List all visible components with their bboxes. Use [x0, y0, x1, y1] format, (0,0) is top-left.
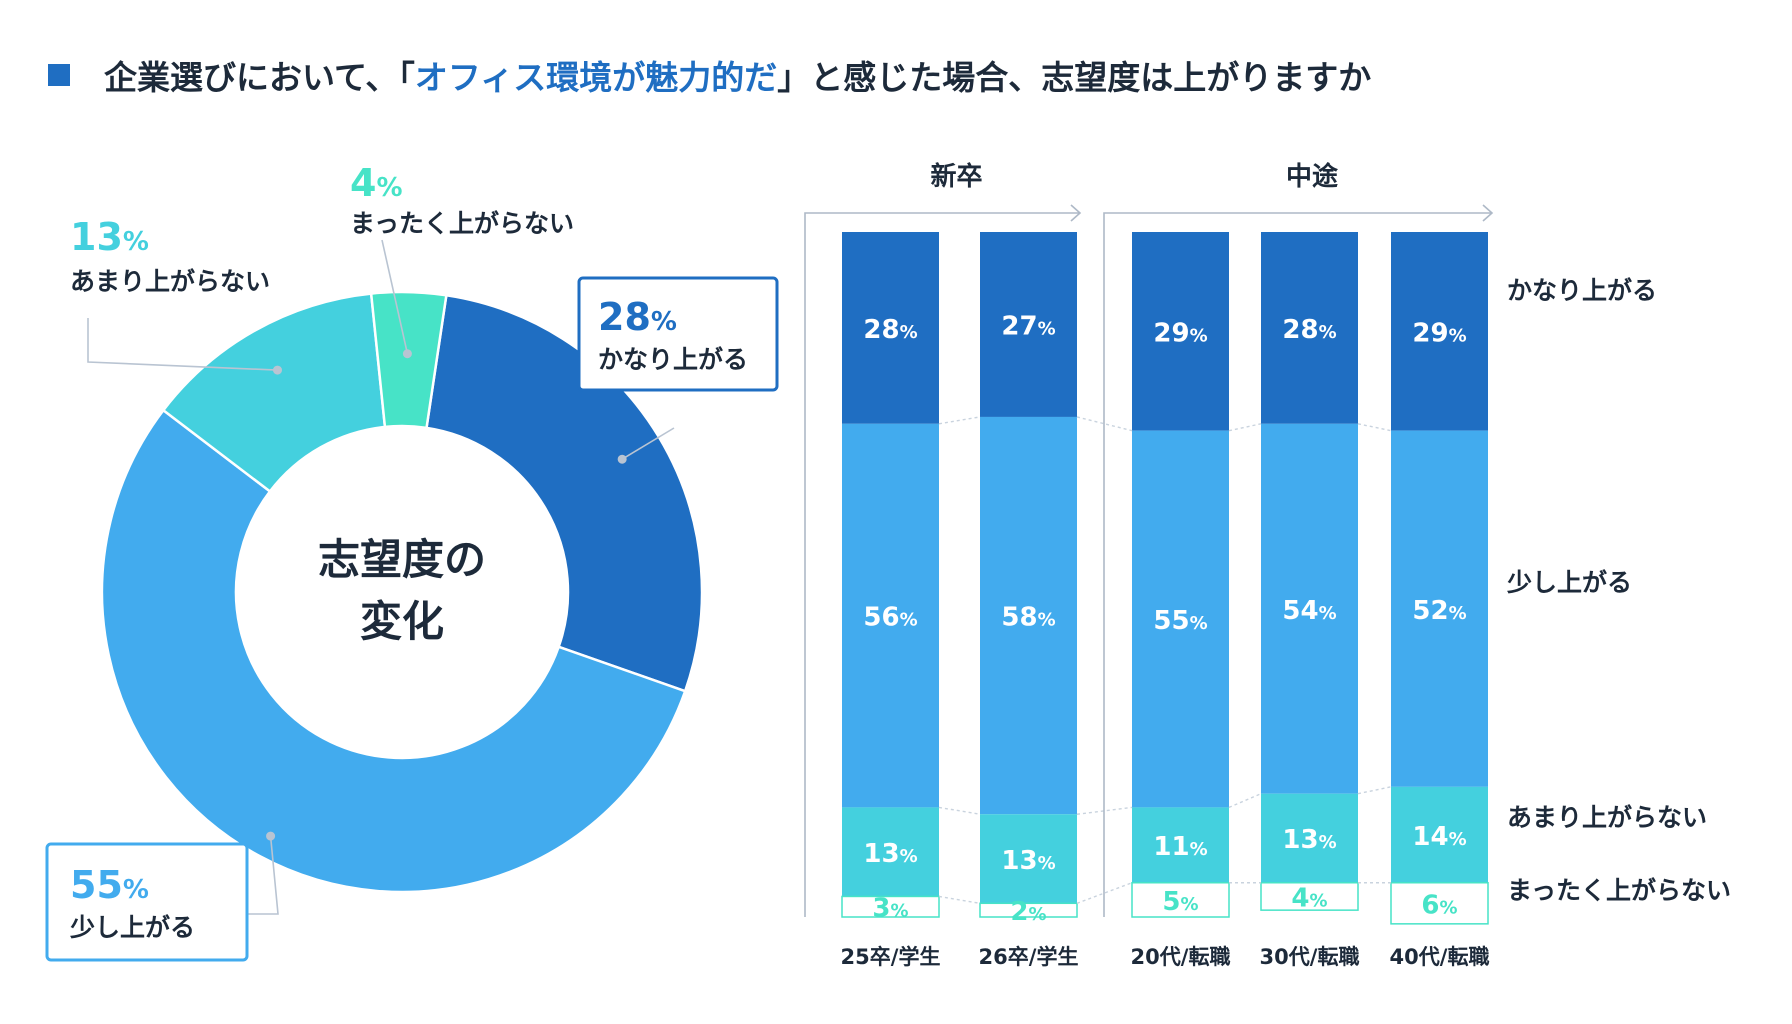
bar-segment-1-4 — [841, 895, 940, 918]
x-tick-label-2: 26卒/学生 — [979, 945, 1079, 969]
callout-value-3: 13% — [70, 215, 149, 259]
bar-segment-2-1 — [980, 232, 1077, 417]
bar-segment-2-2 — [980, 416, 1077, 815]
bar-segment-3-3 — [1132, 807, 1229, 883]
callout-box-2 — [45, 842, 249, 962]
series-label-3: あまり上がらない — [1507, 803, 1707, 832]
connector-line — [1357, 423, 1392, 432]
connector-line — [1228, 793, 1262, 809]
leader-dot-3 — [272, 365, 282, 375]
bar-value-2-3: 13% — [1001, 846, 1055, 876]
bar-value-1-3: 13% — [863, 839, 917, 869]
callout-value-1: 28% — [598, 295, 677, 339]
donut-center-label-line1: 志望度の — [318, 535, 486, 584]
bar-value-5-1: 29% — [1412, 318, 1466, 348]
callout-label-3: あまり上がらない — [70, 267, 270, 296]
leader-line-3 — [87, 318, 278, 371]
title-prefix: 企業選びにおいて、「 — [104, 58, 415, 97]
series-label-1: かなり上がる — [1507, 276, 1657, 305]
connector-line — [938, 806, 981, 815]
leader-line-4 — [381, 239, 409, 354]
callout-box-1 — [577, 276, 779, 392]
leader-dot-4 — [402, 349, 412, 359]
connector-line — [938, 416, 981, 425]
bar-value-1-4: 3% — [872, 894, 908, 924]
bar-value-4-2: 54% — [1282, 596, 1336, 626]
title-suffix: 」と感じた場合、志望度は上がりますか — [777, 58, 1372, 97]
bar-segment-3-4 — [1131, 882, 1230, 918]
bar-segment-5-3 — [1391, 786, 1488, 883]
callout-label-1: かなり上がる — [598, 345, 748, 374]
bar-value-3-2: 55% — [1153, 606, 1207, 636]
bar-value-2-2: 58% — [1001, 603, 1055, 633]
bar-segment-4-1 — [1261, 232, 1358, 424]
connector-line — [1357, 786, 1392, 795]
bar-value-1-1: 28% — [863, 315, 917, 345]
bar-segment-5-4 — [1390, 882, 1489, 925]
bar-segment-5-2 — [1391, 430, 1488, 787]
bar-value-4-1: 28% — [1282, 315, 1336, 345]
x-tick-label-4: 30代/転職 — [1260, 945, 1360, 969]
callout-value-4: 4% — [350, 161, 403, 205]
x-tick-label-1: 25卒/学生 — [841, 945, 941, 969]
donut-slice-4 — [369, 290, 448, 430]
bar-segment-3-2 — [1132, 430, 1229, 808]
bar-segment-2-4 — [979, 902, 1078, 918]
x-tick-label-3: 20代/転職 — [1131, 945, 1231, 969]
bar-value-3-3: 11% — [1153, 832, 1207, 862]
series-label-2: 少し上がる — [1506, 568, 1632, 597]
bar-segment-5-1 — [1391, 232, 1488, 431]
leader-dot-1 — [617, 454, 627, 464]
bar-segment-2-3 — [980, 814, 1077, 904]
bar-segment-4-4 — [1260, 882, 1359, 911]
bar-value-2-1: 27% — [1001, 311, 1055, 341]
group-bracket-1 — [804, 204, 1082, 917]
title-highlight: オフィス環境が魅力的だ — [414, 58, 778, 97]
bar-value-4-4: 4% — [1291, 883, 1327, 913]
bar-segment-3-1 — [1132, 232, 1229, 431]
bar-value-4-3: 13% — [1282, 825, 1336, 855]
leader-line-1 — [621, 427, 675, 460]
leader-line-2 — [248, 836, 279, 915]
bar-value-1-2: 56% — [863, 603, 917, 633]
chart-title: 企業選びにおいて、「 オフィス環境が魅力的だ 」と感じた場合、志望度は上がりますか — [48, 50, 1371, 100]
x-tick-label-5: 40代/転職 — [1390, 945, 1490, 969]
series-label-4: まったく上がらない — [1507, 876, 1731, 905]
bar-segment-1-1 — [842, 232, 939, 424]
group-bracket-2 — [1103, 204, 1494, 917]
connector-line — [1228, 423, 1262, 432]
bar-value-5-3: 14% — [1412, 822, 1466, 852]
leader-dot-2 — [266, 831, 276, 841]
bar-value-5-2: 52% — [1412, 596, 1466, 626]
connector-line — [1076, 882, 1133, 904]
bar-value-2-4: 2% — [1010, 897, 1046, 927]
connector-line — [938, 895, 981, 904]
donut-slice-2 — [100, 408, 687, 894]
donut-center-label-line2: 変化 — [360, 597, 444, 646]
bar-value-3-4: 5% — [1162, 887, 1198, 917]
bar-segment-4-3 — [1261, 793, 1358, 883]
callout-label-2: 少し上がる — [69, 913, 195, 942]
bar-value-3-1: 29% — [1153, 318, 1207, 348]
bar-value-5-4: 6% — [1421, 890, 1457, 920]
callout-value-2: 55% — [70, 863, 149, 907]
group-label-1: 新卒 — [930, 161, 982, 192]
bar-segment-4-2 — [1261, 423, 1358, 794]
group-label-2: 中途 — [1286, 161, 1339, 192]
title-square-icon — [48, 64, 70, 86]
bar-segment-1-3 — [842, 807, 939, 897]
bar-segment-1-2 — [842, 423, 939, 808]
callout-label-4: まったく上がらない — [350, 209, 574, 238]
